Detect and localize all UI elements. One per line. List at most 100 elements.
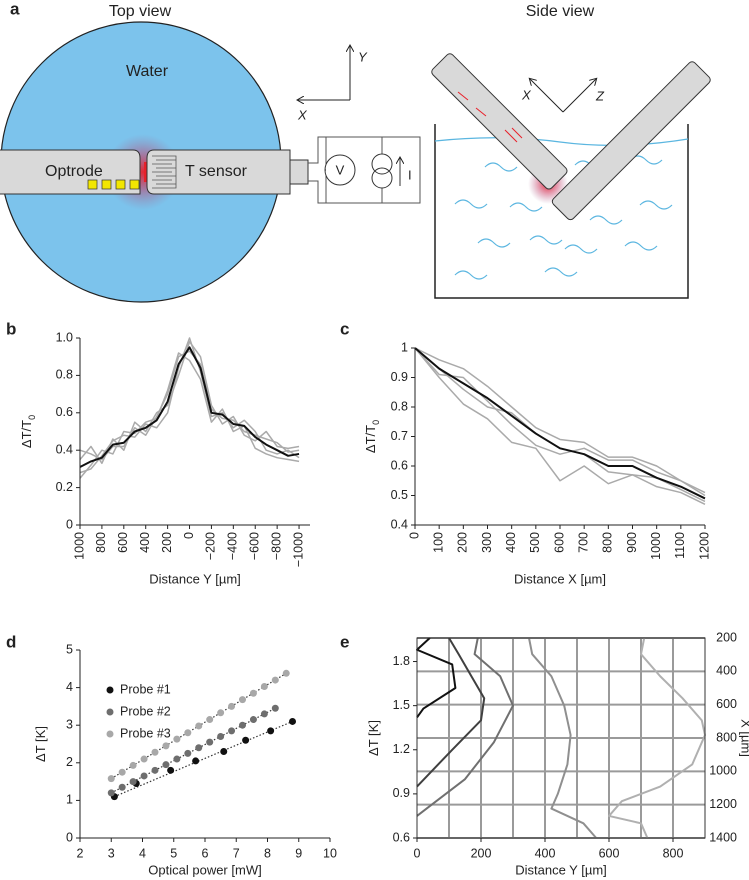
point bbox=[228, 702, 236, 710]
legend-label: Probe #3 bbox=[120, 726, 171, 740]
y2-axis-label: X [µm] bbox=[739, 719, 749, 757]
x-tick-label: 9 bbox=[295, 846, 302, 860]
plot-frame bbox=[416, 637, 706, 839]
y-axis-label: ΔT/T0 bbox=[19, 415, 37, 448]
axis-arrow bbox=[562, 79, 596, 113]
y-axis-label: ΔT/T0 bbox=[363, 420, 381, 453]
y-label-main: ΔT/T bbox=[363, 425, 378, 453]
y-tick-label: 4 bbox=[66, 680, 73, 694]
y2-tick-label: 400 bbox=[716, 664, 737, 678]
x-axis-label: Distance Y [µm] bbox=[149, 571, 241, 586]
led bbox=[101, 179, 112, 190]
point bbox=[282, 669, 290, 677]
y-label-main: ΔT [K] bbox=[33, 726, 48, 762]
data-line bbox=[414, 347, 706, 500]
x-tick-label: 600 bbox=[552, 532, 566, 553]
panel-label: b bbox=[6, 319, 16, 338]
x-tick-label: 6 bbox=[202, 846, 209, 860]
sensor-comb bbox=[152, 155, 177, 189]
data-line bbox=[608, 637, 706, 839]
x-tick-label: 2 bbox=[77, 846, 84, 860]
t-sensor bbox=[146, 149, 291, 195]
point bbox=[260, 710, 268, 718]
y2-tick-label: 1200 bbox=[709, 797, 737, 811]
x-tick-label: 200 bbox=[471, 846, 492, 860]
data-line bbox=[414, 347, 706, 506]
legend-marker bbox=[106, 708, 114, 716]
y-tick-label: 3 bbox=[66, 717, 73, 731]
point bbox=[140, 772, 148, 780]
point bbox=[206, 716, 214, 724]
x-tick-label: 1000 bbox=[72, 532, 86, 560]
data-line bbox=[416, 637, 457, 718]
fit-line bbox=[114, 720, 293, 798]
point bbox=[217, 709, 225, 717]
current-source bbox=[371, 167, 393, 189]
legend-label: Probe #1 bbox=[120, 682, 171, 696]
data-line bbox=[414, 347, 706, 494]
y-tick-label: 1.8 bbox=[393, 654, 410, 668]
point bbox=[239, 696, 246, 704]
point bbox=[289, 717, 296, 725]
point bbox=[162, 761, 170, 769]
y-axis-label: ΔT [K] bbox=[366, 720, 381, 756]
top-view: a Top view Water Optrode T sensor V I Y … bbox=[0, 0, 421, 303]
light-rays bbox=[457, 91, 523, 143]
axis-label: X bbox=[297, 107, 308, 122]
panel-label: d bbox=[6, 632, 16, 651]
led bbox=[129, 179, 140, 190]
point bbox=[151, 766, 159, 774]
point bbox=[184, 729, 192, 737]
panel-label: e bbox=[340, 632, 349, 651]
y-tick-label: 1.0 bbox=[56, 330, 73, 344]
y-tick-label: 0.8 bbox=[56, 368, 73, 382]
y-tick-label: 1 bbox=[401, 340, 408, 354]
x-tick-label: −1000 bbox=[291, 532, 305, 567]
x-tick-label: −400 bbox=[226, 532, 240, 560]
y-tick-label: 0.4 bbox=[56, 442, 73, 456]
y-tick-label: 1.2 bbox=[393, 742, 410, 756]
data-line bbox=[414, 347, 706, 497]
y-tick-label: 0 bbox=[66, 517, 73, 531]
point bbox=[151, 748, 159, 756]
label: Water bbox=[126, 63, 169, 80]
x-tick-label: 600 bbox=[116, 532, 130, 553]
x-tick-label: 400 bbox=[504, 532, 518, 553]
y2-tick-label: 200 bbox=[716, 630, 737, 644]
point bbox=[228, 727, 236, 735]
panel-label: c bbox=[340, 319, 349, 338]
y-tick-label: 0.9 bbox=[391, 370, 408, 384]
point bbox=[239, 721, 246, 729]
x-tick-label: 200 bbox=[160, 532, 174, 553]
point bbox=[118, 768, 126, 776]
y-tick-label: 0.5 bbox=[391, 488, 408, 502]
data-line bbox=[79, 340, 300, 465]
y-tick-label: 0 bbox=[66, 830, 73, 844]
point bbox=[107, 775, 115, 783]
x-tick-label: 10 bbox=[323, 846, 337, 860]
point bbox=[217, 732, 225, 740]
data-line bbox=[79, 350, 300, 461]
point bbox=[173, 735, 181, 743]
x-tick-label: 400 bbox=[535, 846, 556, 860]
y-tick-label: 0.4 bbox=[391, 517, 408, 531]
y-tick-label: 0.8 bbox=[391, 399, 408, 413]
legend-marker bbox=[106, 686, 114, 694]
y-axis-label: ΔT [K] bbox=[33, 726, 48, 762]
point bbox=[195, 722, 203, 730]
x-tick-label: 700 bbox=[576, 532, 590, 553]
x-axis-label: Distance Y [µm] bbox=[515, 862, 607, 877]
y2-tick-label: 800 bbox=[716, 730, 737, 744]
point bbox=[195, 744, 203, 752]
point bbox=[271, 704, 279, 712]
side-view: Side view X Z bbox=[431, 3, 711, 299]
y2-tick-label: 600 bbox=[716, 697, 737, 711]
x-tick-label: 800 bbox=[663, 846, 684, 860]
heading: Top view bbox=[109, 3, 172, 20]
x-tick-label: −600 bbox=[248, 532, 262, 560]
data-line bbox=[528, 637, 597, 839]
x-tick-label: 7 bbox=[233, 846, 240, 860]
label: I bbox=[408, 167, 412, 182]
x-tick-label: 600 bbox=[599, 846, 620, 860]
point bbox=[249, 716, 257, 724]
